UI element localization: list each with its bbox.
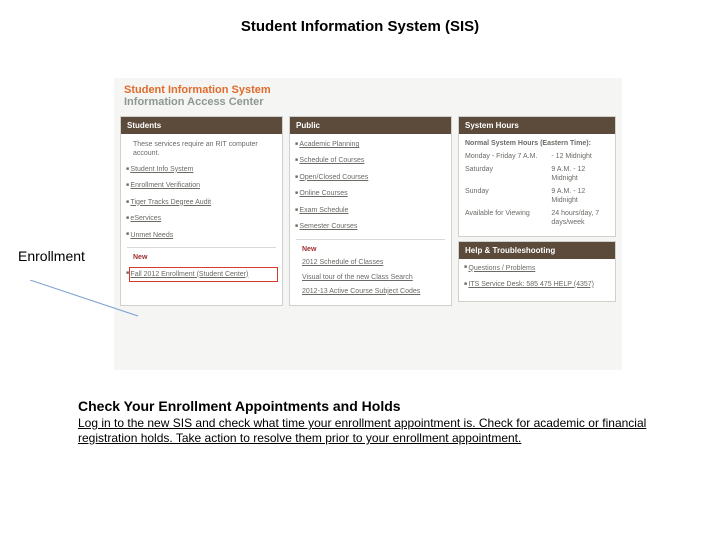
sis-columns: Students These services require an RIT c… <box>114 112 622 312</box>
link-2012-schedule[interactable]: 2012 Schedule of Classes <box>302 258 445 267</box>
help-column: Help & Troubleshooting Questions / Probl… <box>458 241 616 303</box>
students-new-label: New <box>133 253 276 262</box>
link-open-closed-courses[interactable]: Open/Closed Courses <box>302 173 445 182</box>
public-header: Public <box>290 117 451 134</box>
link-academic-planning[interactable]: Academic Planning <box>302 140 445 149</box>
public-body: Academic Planning Schedule of Courses Op… <box>290 134 451 302</box>
hours-subtitle: Normal System Hours (Eastern Time): <box>465 139 609 148</box>
hours-row: Monday - Friday 7 A.M.- 12 Midnight <box>465 152 609 161</box>
link-visual-tour[interactable]: Visual tour of the new Class Search <box>302 273 445 282</box>
sis-panel: Student Information System Information A… <box>114 78 622 370</box>
instructions: Check Your Enrollment Appointments and H… <box>78 398 652 446</box>
hours-header: System Hours <box>459 117 615 134</box>
link-tiger-tracks[interactable]: Tiger Tracks Degree Audit <box>133 198 276 207</box>
public-column: Public Academic Planning Schedule of Cou… <box>289 116 452 306</box>
callout-label: Enrollment <box>18 248 85 264</box>
sis-header-line2: Information Access Center <box>124 96 612 108</box>
hours-column: System Hours Normal System Hours (Easter… <box>458 116 616 237</box>
divider <box>296 239 445 240</box>
hours-row: Saturday9 A.M. - 12 Midnight <box>465 165 609 184</box>
link-its-service-desk[interactable]: ITS Service Desk: 585 475 HELP (4357) <box>471 280 609 289</box>
public-new-label: New <box>302 245 445 254</box>
students-header: Students <box>121 117 282 134</box>
link-fall-2012-enrollment[interactable]: Fall 2012 Enrollment (Student Center) <box>130 271 248 278</box>
link-active-course-codes[interactable]: 2012-13 Active Course Subject Codes <box>302 287 445 296</box>
hours-body: Normal System Hours (Eastern Time): Mond… <box>459 134 615 236</box>
link-unmet-needs[interactable]: Unmet Needs <box>133 231 276 240</box>
hours-row: Sunday9 A.M. - 12 Midnight <box>465 187 609 206</box>
instructions-body: Log in to the new SIS and check what tim… <box>78 416 652 446</box>
link-student-info-system[interactable]: Student Info System <box>133 165 276 174</box>
help-body: Questions / Problems ITS Service Desk: 5… <box>459 259 615 302</box>
instructions-title: Check Your Enrollment Appointments and H… <box>78 398 652 414</box>
students-intro: These services require an RIT computer a… <box>133 140 276 159</box>
sis-header: Student Information System Information A… <box>114 78 622 112</box>
divider <box>127 247 276 248</box>
link-schedule-of-courses[interactable]: Schedule of Courses <box>302 156 445 165</box>
right-stack: System Hours Normal System Hours (Easter… <box>458 116 616 306</box>
hours-row: Available for Viewing24 hours/day, 7 day… <box>465 209 609 228</box>
link-enrollment-verification[interactable]: Enrollment Verification <box>133 181 276 190</box>
page-title: Student Information System (SIS) <box>0 0 720 35</box>
help-header: Help & Troubleshooting <box>459 242 615 259</box>
sis-header-line1: Student Information System <box>124 84 612 96</box>
link-online-courses[interactable]: Online Courses <box>302 189 445 198</box>
link-eservices[interactable]: eServices <box>133 214 276 223</box>
link-questions-problems[interactable]: Questions / Problems <box>471 264 609 273</box>
link-exam-schedule[interactable]: Exam Schedule <box>302 206 445 215</box>
link-semester-courses[interactable]: Semester Courses <box>302 222 445 231</box>
enrollment-highlight[interactable]: Fall 2012 Enrollment (Student Center) <box>129 267 278 282</box>
students-column: Students These services require an RIT c… <box>120 116 283 306</box>
students-body: These services require an RIT computer a… <box>121 134 282 288</box>
